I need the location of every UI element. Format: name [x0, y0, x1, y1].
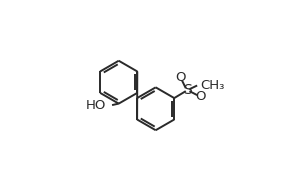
Text: O: O	[195, 90, 206, 103]
Text: CH₃: CH₃	[200, 79, 224, 92]
Text: O: O	[176, 71, 186, 84]
Text: S: S	[183, 83, 192, 97]
Text: HO: HO	[86, 98, 106, 112]
